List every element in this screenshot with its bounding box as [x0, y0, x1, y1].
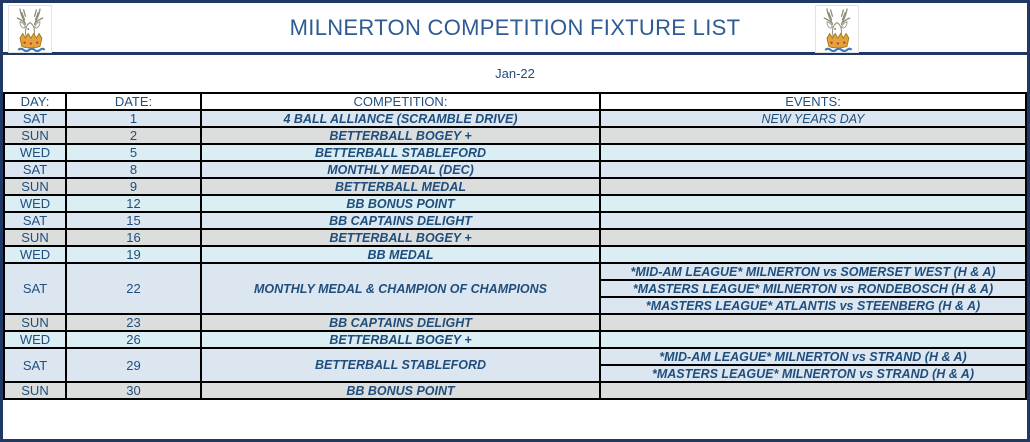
day-cell: SUN — [3, 177, 67, 196]
day-cell: SAT — [3, 347, 67, 383]
col-header-competition: COMPETITION: — [200, 92, 601, 111]
date-cell: 30 — [65, 381, 202, 400]
competition-cell: BETTERBALL STABLEFORD — [200, 347, 601, 383]
event-cell: *MASTERS LEAGUE* MILNERTON vs RONDEBOSCH… — [599, 279, 1027, 298]
date-cell: 26 — [65, 330, 202, 349]
fixture-row: WED 12 BB BONUS POINT — [3, 194, 1027, 213]
competition-cell: MONTHLY MEDAL & CHAMPION OF CHAMPIONS — [200, 262, 601, 315]
date-cell: 19 — [65, 245, 202, 264]
event-cell: *MID-AM LEAGUE* MILNERTON vs STRAND (H &… — [599, 347, 1027, 366]
date-cell: 9 — [65, 177, 202, 196]
event-cell: NEW YEARS DAY — [599, 109, 1027, 128]
deer-crest-icon — [823, 8, 853, 52]
event-cell — [599, 211, 1027, 230]
col-header-events: EVENTS: — [599, 92, 1027, 111]
fixture-row: *MASTERS LEAGUE* MILNERTON vs STRAND (H … — [4, 364, 1027, 383]
day-cell: SAT — [3, 160, 67, 179]
date-cell: 8 — [65, 160, 202, 179]
col-header-day: DAY: — [3, 92, 67, 111]
event-cell — [599, 194, 1027, 213]
day-cell: SUN — [3, 313, 67, 332]
page-title: MILNERTON COMPETITION FIXTURE LIST — [289, 14, 741, 40]
date-cell: 22 — [65, 262, 202, 315]
competition-cell: BB CAPTAINS DELIGHT — [200, 211, 601, 230]
day-cell: SUN — [3, 228, 67, 247]
month-header: Jan-22 — [3, 55, 1027, 92]
day-cell: WED — [3, 245, 67, 264]
date-cell: 16 — [65, 228, 202, 247]
fixture-row: SAT 22 MONTHLY MEDAL & CHAMPION OF CHAMPIO… — [3, 262, 1027, 315]
date-cell: 23 — [65, 313, 202, 332]
title-band: MILNERTON COMPETITION FIXTURE LIST — [3, 3, 1027, 55]
fixture-row: SAT 29 BETTERBALL STABLEFORD *MID-AM LEAGUE… — [3, 347, 1027, 383]
day-cell: WED — [3, 143, 67, 162]
fixture-row: SUN 16 BETTERBALL BOGEY + — [3, 228, 1027, 247]
fixture-row: WED 5 BETTERBALL STABLEFORD — [3, 143, 1027, 162]
competition-cell: BB MEDAL — [200, 245, 601, 264]
fixture-row: WED 26 BETTERBALL BOGEY + — [3, 330, 1027, 349]
col-header-date: DATE: — [65, 92, 202, 111]
day-cell: SUN — [3, 381, 67, 400]
competition-cell: MONTHLY MEDAL (DEC) — [200, 160, 601, 179]
club-crest-logo-left — [8, 5, 52, 53]
fixture-row: *MASTERS LEAGUE* ATLANTIS vs STEENBERG (… — [4, 296, 1027, 315]
event-cell — [599, 381, 1027, 400]
day-cell: SAT — [3, 262, 67, 315]
event-cell — [599, 245, 1027, 264]
event-cell — [599, 313, 1027, 332]
event-cell: *MASTERS LEAGUE* ATLANTIS vs STEENBERG (… — [599, 296, 1027, 315]
competition-cell: BETTERBALL BOGEY + — [200, 228, 601, 247]
event-cell — [599, 330, 1027, 349]
date-cell: 5 — [65, 143, 202, 162]
day-cell: WED — [3, 330, 67, 349]
header-row: DAY: DATE: COMPETITION: EVENTS: — [3, 92, 1027, 111]
deer-crest-icon — [16, 8, 46, 52]
event-cell — [599, 177, 1027, 196]
date-cell: 12 — [65, 194, 202, 213]
date-cell: 15 — [65, 211, 202, 230]
event-cell — [599, 228, 1027, 247]
day-cell: SUN — [3, 126, 67, 145]
fixture-tbody: SAT 1 4 BALL ALLIANCE (SCRAMBLE DRIVE) NEW … — [3, 109, 1027, 400]
day-cell: SAT — [3, 211, 67, 230]
fixture-row: SUN 9 BETTERBALL MEDAL — [3, 177, 1027, 196]
day-cell: SAT — [3, 109, 67, 128]
fixtures-table-header: DAY: DATE: COMPETITION: EVENTS: — [3, 92, 1027, 111]
date-cell: 29 — [65, 347, 202, 383]
fixture-row: SAT 8 MONTHLY MEDAL (DEC) — [3, 160, 1027, 179]
competition-cell: BETTERBALL STABLEFORD — [200, 143, 601, 162]
event-cell — [599, 160, 1027, 179]
fixtures-table: DAY: DATE: COMPETITION: EVENTS: SAT 1 4 BA… — [3, 92, 1027, 400]
event-cell: *MID-AM LEAGUE* MILNERTON vs SOMERSET WE… — [599, 262, 1027, 281]
date-cell: 2 — [65, 126, 202, 145]
competition-cell: BB BONUS POINT — [200, 381, 601, 400]
competition-cell: BETTERBALL MEDAL — [200, 177, 601, 196]
competition-cell: BETTERBALL BOGEY + — [200, 126, 601, 145]
day-cell: WED — [3, 194, 67, 213]
event-cell — [599, 126, 1027, 145]
event-cell: *MASTERS LEAGUE* MILNERTON vs STRAND (H … — [599, 364, 1027, 383]
fixture-row: SUN 23 BB CAPTAINS DELIGHT — [3, 313, 1027, 332]
competition-cell: BETTERBALL BOGEY + — [200, 330, 601, 349]
fixture-row: SUN 2 BETTERBALL BOGEY + — [3, 126, 1027, 145]
fixture-row: SAT 15 BB CAPTAINS DELIGHT — [3, 211, 1027, 230]
event-cell — [599, 143, 1027, 162]
competition-cell: BB BONUS POINT — [200, 194, 601, 213]
club-crest-logo-right — [815, 5, 859, 53]
fixture-row: SAT 1 4 BALL ALLIANCE (SCRAMBLE DRIVE) NEW … — [3, 109, 1027, 128]
competition-cell: BB CAPTAINS DELIGHT — [200, 313, 601, 332]
fixture-row: WED 19 BB MEDAL — [3, 245, 1027, 264]
fixture-row: SUN 30 BB BONUS POINT — [3, 381, 1027, 400]
competition-cell: 4 BALL ALLIANCE (SCRAMBLE DRIVE) — [200, 109, 601, 128]
fixture-row: *MASTERS LEAGUE* MILNERTON vs RONDEBOSCH… — [4, 279, 1027, 298]
date-cell: 1 — [65, 109, 202, 128]
